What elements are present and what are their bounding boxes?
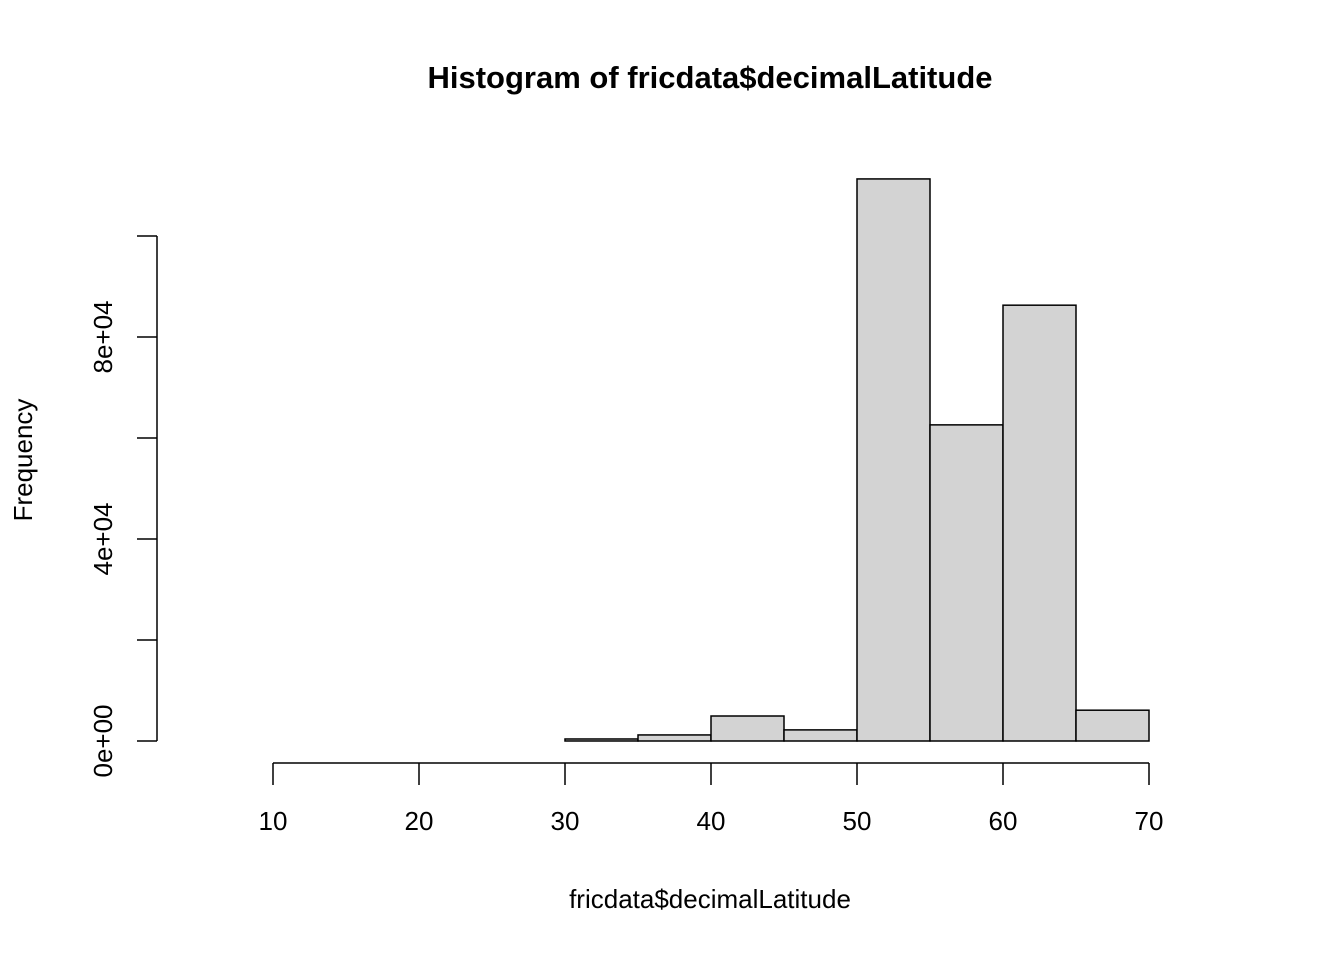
bar bbox=[929, 424, 1004, 742]
bar bbox=[710, 715, 785, 742]
bar bbox=[783, 729, 858, 742]
bar bbox=[564, 738, 639, 742]
x-tick-label: 40 bbox=[697, 806, 726, 836]
y-axis-label: Frequency bbox=[8, 399, 38, 522]
bar bbox=[1075, 709, 1150, 742]
x-tick-label: 50 bbox=[843, 806, 872, 836]
bar bbox=[1002, 304, 1077, 742]
bar bbox=[856, 178, 931, 742]
y-tick-label: 4e+04 bbox=[88, 502, 118, 575]
bar bbox=[637, 734, 712, 742]
y-tick-label: 0e+00 bbox=[88, 704, 118, 777]
x-tick-label: 10 bbox=[259, 806, 288, 836]
x-tick-label: 70 bbox=[1135, 806, 1164, 836]
x-tick-label: 20 bbox=[405, 806, 434, 836]
x-tick-label: 30 bbox=[551, 806, 580, 836]
x-axis-label: fricdata$decimalLatitude bbox=[569, 884, 851, 914]
y-tick-label: 8e+04 bbox=[88, 300, 118, 373]
x-tick-label: 60 bbox=[989, 806, 1018, 836]
chart-title: Histogram of fricdata$decimalLatitude bbox=[427, 60, 992, 95]
